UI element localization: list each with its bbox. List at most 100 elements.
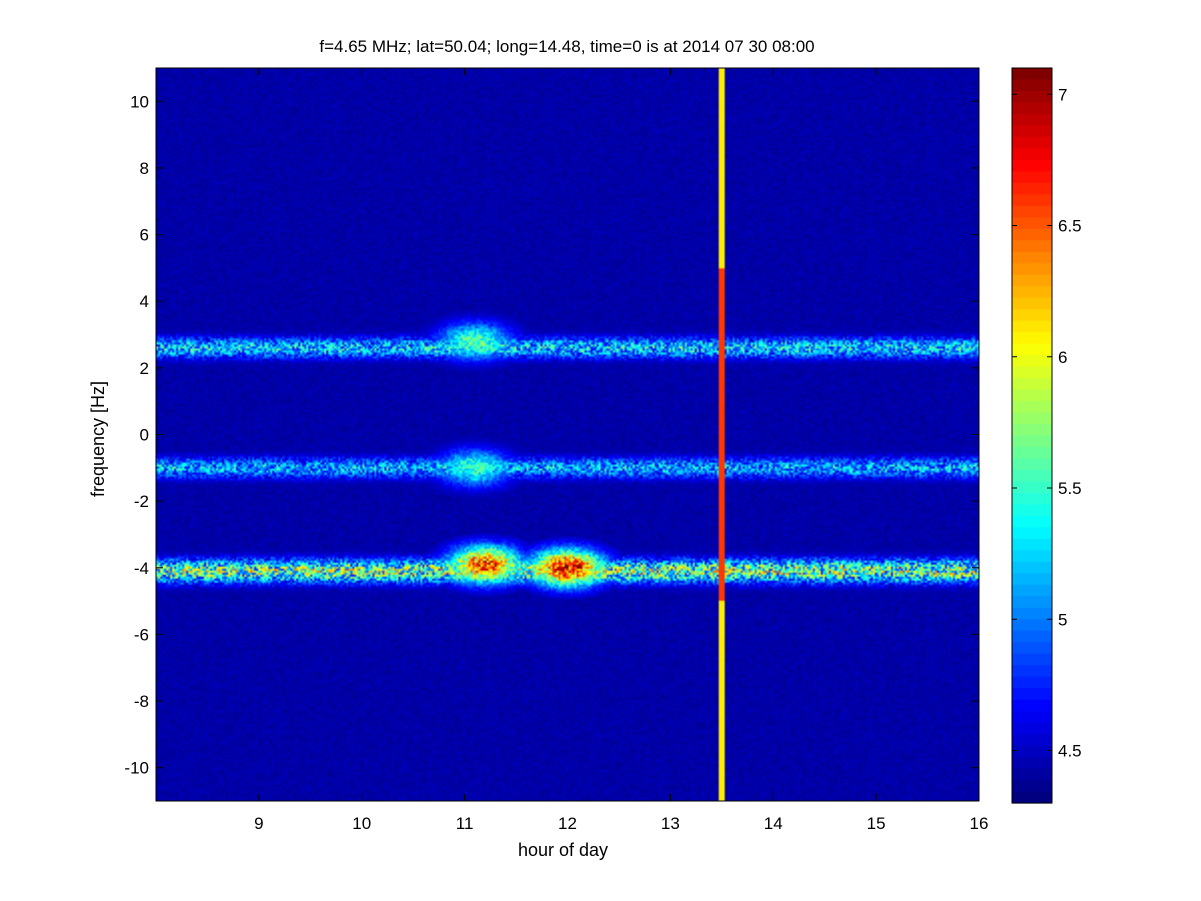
x-tick-label: 14 [764,814,783,833]
colorbar-step [1012,228,1052,241]
chart-title: f=4.65 MHz; lat=50.04; long=14.48, time=… [319,37,814,56]
x-tick-label: 12 [558,814,577,833]
colorbar-step [1012,665,1052,678]
y-tick-label: 10 [130,92,149,111]
colorbar-step [1012,194,1052,207]
colorbar-step [1012,79,1052,92]
y-tick-label: -2 [134,492,149,511]
colorbar-step [1012,125,1052,138]
colorbar-step [1012,240,1052,253]
y-tick-label: -10 [124,759,149,778]
x-axis-label: hour of day [518,840,608,860]
y-tick-label: 2 [140,359,149,378]
y-tick-label: 8 [140,159,149,178]
colorbar-step [1012,217,1052,230]
y-tick-label: -4 [134,559,149,578]
x-tick-label: 11 [456,814,474,833]
x-tick-label: 10 [352,814,371,833]
colorbar-step [1012,343,1052,356]
colorbar-step [1012,205,1052,218]
x-tick-label: 16 [970,814,989,833]
colorbar: 4.5 5 5.5 6 6.5 7 [1011,67,1082,804]
colorbar-step [1012,688,1052,701]
colorbar-step [1012,745,1052,758]
y-axis-label: frequency [Hz] [88,381,108,497]
colorbar-tick-label: 6 [1058,348,1067,367]
colorbar-step [1012,515,1052,528]
y-tick-label: -6 [134,625,149,644]
colorbar-gradient [1012,68,1052,804]
colorbar-step [1012,309,1052,322]
colorbar-step [1012,148,1052,161]
colorbar-step [1012,619,1052,632]
colorbar-step [1012,355,1052,368]
y-tick-label: 6 [140,226,149,245]
colorbar-tick-label: 5.5 [1058,479,1082,498]
colorbar-step [1012,263,1052,276]
colorbar-step [1012,538,1052,551]
colorbar-step [1012,550,1052,563]
colorbar-step [1012,458,1052,471]
colorbar-step [1012,561,1052,574]
colorbar-step [1012,676,1052,689]
colorbar-tick-label: 6.5 [1058,217,1082,236]
colorbar-step [1012,297,1052,310]
colorbar-step [1012,171,1052,184]
colorbar-step [1012,401,1052,414]
colorbar-step [1012,113,1052,127]
colorbar-step [1012,424,1052,437]
x-axis-ticks: 9 10 11 12 13 14 15 16 [254,68,988,833]
colorbar-step [1012,722,1052,735]
colorbar-step [1012,653,1052,666]
colorbar-step [1012,286,1052,299]
colorbar-step [1012,734,1052,747]
x-tick-label: 13 [661,814,680,833]
colorbar-step [1012,527,1052,540]
colorbar-step [1012,102,1052,115]
colorbar-step [1012,573,1052,586]
y-tick-label: 4 [140,292,149,311]
colorbar-step [1012,389,1052,402]
colorbar-step [1012,630,1052,643]
colorbar-step [1012,90,1052,104]
colorbar-tick-label: 5 [1058,610,1067,629]
x-tick-label: 15 [867,814,886,833]
colorbar-step [1012,504,1052,517]
colorbar-tick-label: 4.5 [1058,742,1082,761]
colorbar-step [1012,366,1052,379]
colorbar-step [1012,699,1052,712]
colorbar-step [1012,159,1052,172]
colorbar-step [1012,68,1052,81]
colorbar-step [1012,251,1052,264]
colorbar-step [1012,136,1052,149]
plot-area: 9 10 11 12 13 14 15 16 -10 -8 -6 -4 -2 0 2 4 6 8 10 [124,67,988,833]
colorbar-step [1012,274,1052,287]
colorbar-frame [1011,67,1053,804]
colorbar-step [1012,607,1052,620]
colorbar-ticks: 4.5 5 5.5 6 6.5 7 [1012,85,1082,761]
colorbar-step [1012,435,1052,448]
y-tick-label: 0 [140,426,149,445]
colorbar-step [1012,757,1052,770]
colorbar-step [1012,469,1052,483]
colorbar-step [1012,320,1052,333]
colorbar-tick-label: 7 [1058,85,1067,104]
colorbar-step [1012,768,1052,781]
colorbar-step [1012,642,1052,655]
colorbar-step [1012,780,1052,793]
colorbar-step [1012,378,1052,391]
colorbar-step [1012,412,1052,425]
colorbar-step [1012,584,1052,597]
colorbar-step [1012,182,1052,195]
colorbar-step [1012,596,1052,609]
colorbar-step [1012,481,1052,494]
colorbar-step [1012,332,1052,345]
x-tick-label: 9 [254,814,263,833]
heatmap-image [156,68,979,801]
colorbar-step [1012,711,1052,724]
y-axis-ticks: -10 -8 -6 -4 -2 0 2 4 6 8 10 [124,92,979,778]
colorbar-step [1012,492,1052,506]
colorbar-step [1012,446,1052,460]
colorbar-step [1012,791,1052,804]
